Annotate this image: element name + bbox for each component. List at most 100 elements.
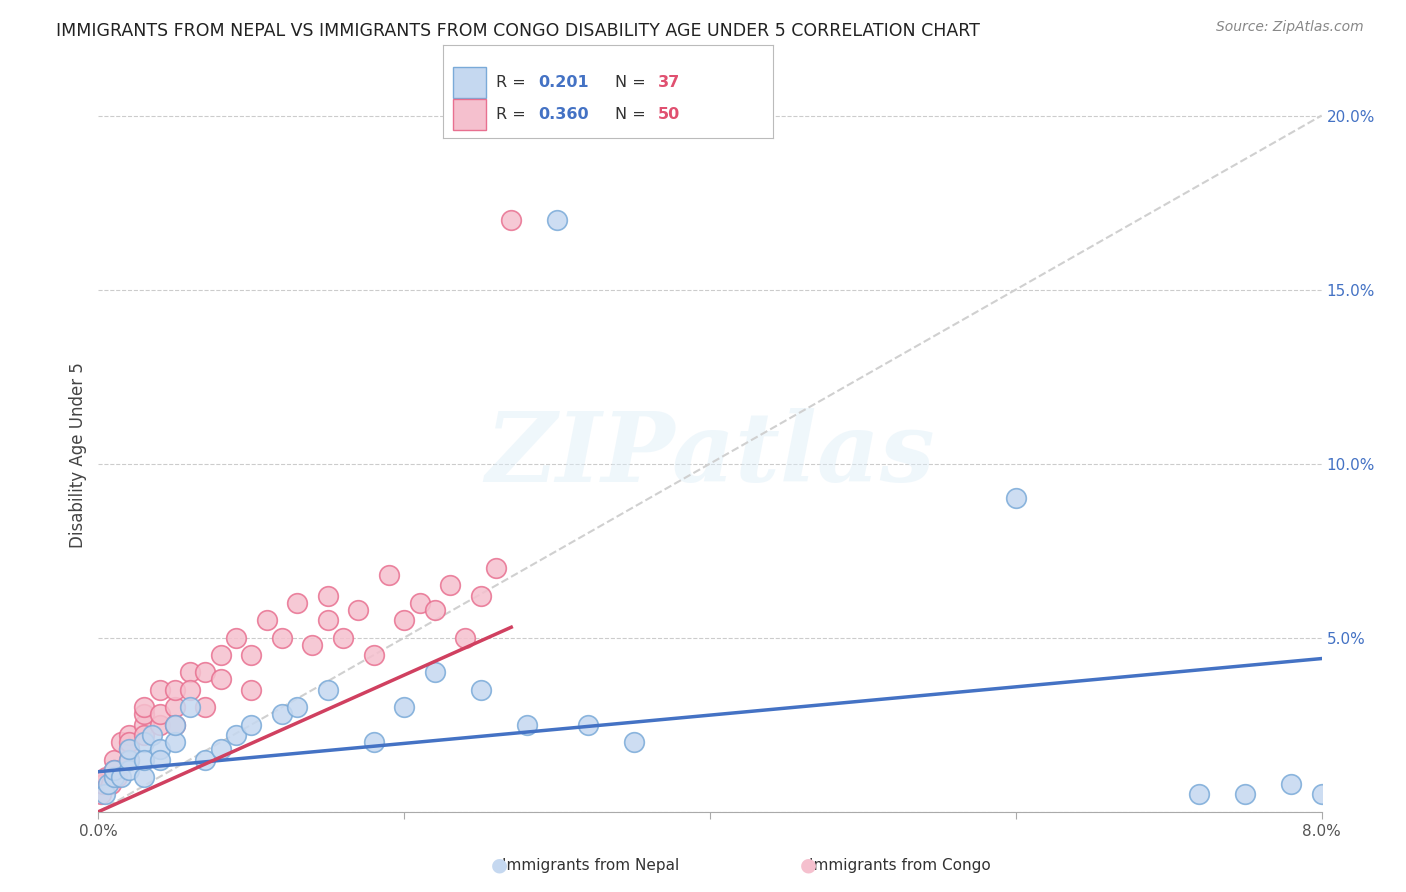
Point: [103, 752, 125, 766]
Text: 0.360: 0.360: [538, 107, 589, 122]
Point: [332, 631, 354, 645]
Point: [316, 682, 339, 697]
Point: [149, 752, 172, 766]
Point: [194, 700, 217, 714]
Text: N =: N =: [614, 75, 651, 89]
Point: [240, 648, 263, 662]
Point: [103, 763, 125, 777]
Point: [149, 717, 172, 731]
Point: [392, 613, 416, 627]
Point: [118, 742, 141, 756]
Point: [1279, 777, 1302, 791]
Point: [378, 568, 401, 582]
Point: [134, 707, 156, 722]
Point: [546, 213, 568, 227]
Point: [408, 596, 430, 610]
Point: [163, 682, 186, 697]
Point: [91, 777, 114, 791]
Point: [118, 752, 141, 766]
Point: [118, 735, 141, 749]
Text: Source: ZipAtlas.com: Source: ZipAtlas.com: [1216, 20, 1364, 34]
Point: [1310, 787, 1333, 801]
Point: [93, 787, 115, 801]
Point: [149, 682, 172, 697]
Point: [392, 700, 416, 714]
Point: [454, 631, 477, 645]
Point: [623, 735, 645, 749]
Point: [485, 561, 508, 575]
Point: [163, 717, 186, 731]
Point: [270, 707, 294, 722]
Text: ZIPatlas: ZIPatlas: [485, 408, 935, 502]
Point: [103, 770, 125, 784]
Point: [209, 673, 232, 687]
Point: [576, 717, 599, 731]
Point: [163, 735, 186, 749]
Point: [90, 787, 112, 801]
Point: [285, 596, 308, 610]
Point: [134, 735, 156, 749]
Text: Immigrants from Congo: Immigrants from Congo: [808, 858, 991, 872]
Point: [163, 717, 186, 731]
Point: [439, 578, 461, 592]
Point: [225, 631, 247, 645]
Text: R =: R =: [496, 75, 530, 89]
Text: R =: R =: [496, 107, 530, 122]
Point: [118, 728, 141, 742]
Point: [363, 735, 385, 749]
Point: [134, 717, 156, 731]
Point: [141, 728, 163, 742]
Point: [110, 770, 132, 784]
Point: [103, 763, 125, 777]
FancyBboxPatch shape: [453, 99, 486, 130]
Text: 0.201: 0.201: [538, 75, 589, 89]
Point: [285, 700, 308, 714]
Point: [1004, 491, 1026, 506]
Point: [134, 752, 156, 766]
Text: 50: 50: [658, 107, 681, 122]
Point: [301, 638, 323, 652]
Point: [501, 213, 523, 227]
Point: [179, 700, 201, 714]
Point: [194, 752, 217, 766]
Text: N =: N =: [614, 107, 651, 122]
Point: [347, 603, 370, 617]
Text: Immigrants from Nepal: Immigrants from Nepal: [502, 858, 679, 872]
Point: [100, 777, 122, 791]
Point: [363, 648, 385, 662]
FancyBboxPatch shape: [453, 67, 486, 97]
Text: ●: ●: [491, 855, 508, 875]
Point: [225, 728, 247, 742]
Text: 37: 37: [658, 75, 681, 89]
Point: [149, 742, 172, 756]
Text: IMMIGRANTS FROM NEPAL VS IMMIGRANTS FROM CONGO DISABILITY AGE UNDER 5 CORRELATIO: IMMIGRANTS FROM NEPAL VS IMMIGRANTS FROM…: [56, 22, 980, 40]
Point: [103, 763, 125, 777]
Point: [423, 603, 446, 617]
Point: [516, 717, 538, 731]
Point: [209, 742, 232, 756]
Point: [179, 665, 201, 680]
Point: [1188, 787, 1211, 801]
Point: [134, 700, 156, 714]
Point: [149, 707, 172, 722]
Point: [163, 700, 186, 714]
Y-axis label: Disability Age Under 5: Disability Age Under 5: [69, 362, 87, 548]
Point: [134, 728, 156, 742]
Point: [118, 763, 141, 777]
Point: [316, 613, 339, 627]
Point: [179, 682, 201, 697]
Point: [1234, 787, 1257, 801]
Point: [97, 777, 120, 791]
Point: [105, 770, 128, 784]
Point: [240, 717, 263, 731]
Point: [194, 665, 217, 680]
Point: [256, 613, 278, 627]
Point: [94, 770, 117, 784]
Text: ●: ●: [800, 855, 817, 875]
Point: [270, 631, 294, 645]
Point: [118, 742, 141, 756]
Point: [470, 682, 492, 697]
Point: [240, 682, 263, 697]
Point: [118, 752, 141, 766]
Point: [209, 648, 232, 662]
